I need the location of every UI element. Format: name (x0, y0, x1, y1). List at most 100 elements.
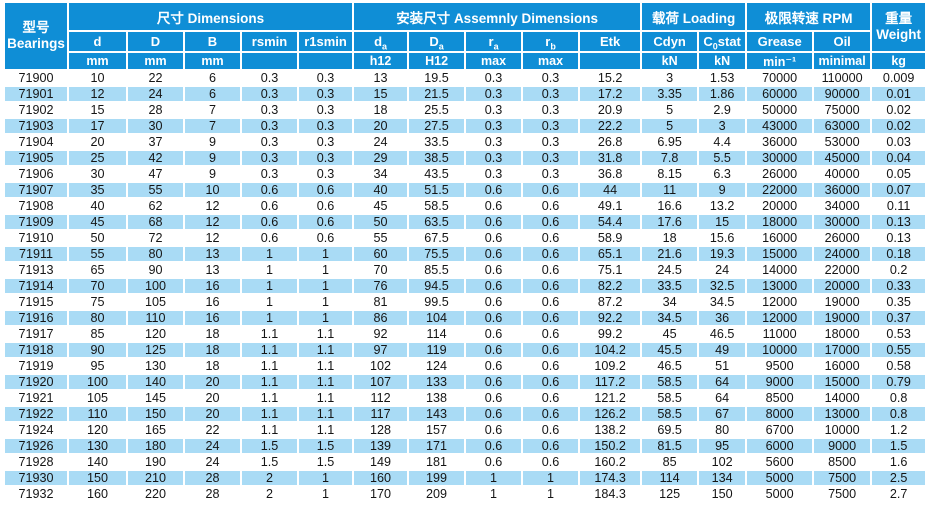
value-cell: 1 (299, 311, 353, 325)
value-cell: 160.2 (580, 455, 641, 469)
value-cell: 45 (642, 327, 698, 341)
value-cell: 0.3 (299, 151, 353, 165)
table-body: 71900 10 22 6 0.3 0.3 13 19.5 0.3 0.3 15.2 3 1.53 700… (5, 71, 926, 501)
table-row: 71918 90 125 18 1.1 1.1 97 119 0.6 0.6 104.2 45.5 49… (5, 343, 926, 357)
value-cell: 65 (69, 263, 126, 277)
value-cell: 58.9 (580, 231, 641, 245)
table-row: 71900 10 22 6 0.3 0.3 13 19.5 0.3 0.3 15.2 3 1.53 700… (5, 71, 926, 85)
value-cell: 13.2 (699, 199, 746, 213)
value-cell: 21.6 (642, 247, 698, 261)
value-cell: 3 (642, 71, 698, 85)
value-cell: 180 (128, 439, 183, 453)
value-cell: 36000 (747, 135, 813, 149)
value-cell: 50 (69, 231, 126, 245)
table-row: 71919 95 130 18 1.1 1.1 102 124 0.6 0.6 109.2 46.5 5… (5, 359, 926, 373)
value-cell: 29 (354, 151, 408, 165)
value-cell: 8500 (814, 455, 871, 469)
value-cell: 0.6 (523, 295, 579, 309)
value-cell: 0.3 (466, 103, 522, 117)
value-cell: 0.6 (466, 423, 522, 437)
value-cell: 0.79 (872, 375, 926, 389)
value-cell: 63000 (814, 119, 871, 133)
value-cell: 92.2 (580, 311, 641, 325)
value-cell: 47 (128, 167, 183, 181)
table-row: 71902 15 28 7 0.3 0.3 18 25.5 0.3 0.3 20.9 5 2.9 5000… (5, 103, 926, 117)
value-cell: 2.7 (872, 487, 926, 501)
value-cell: 1.1 (299, 327, 353, 341)
value-cell: 0.6 (523, 327, 579, 341)
unit-oil: minimal (814, 53, 871, 69)
value-cell: 0.3 (523, 151, 579, 165)
value-cell: 0.33 (872, 279, 926, 293)
value-cell: 0.2 (872, 263, 926, 277)
bearing-id-cell: 71914 (5, 279, 67, 293)
value-cell: 0.3 (299, 135, 353, 149)
group-loading: 载荷 Loading (642, 3, 746, 30)
table-row: 71930 150 210 28 2 1 160 199 1 1 174.3 114 134 5000 75… (5, 471, 926, 485)
value-cell: 24 (128, 87, 183, 101)
value-cell: 0.3 (299, 71, 353, 85)
value-cell: 1.2 (872, 423, 926, 437)
unit-da: H12 (409, 53, 465, 69)
value-cell: 14000 (747, 263, 813, 277)
value-cell: 44 (580, 183, 641, 197)
value-cell: 8000 (747, 407, 813, 421)
value-cell: 0.6 (299, 231, 353, 245)
value-cell: 8500 (747, 391, 813, 405)
value-cell: 5.5 (699, 151, 746, 165)
value-cell: 31.8 (580, 151, 641, 165)
value-cell: 139 (354, 439, 408, 453)
value-cell: 0.55 (872, 343, 926, 357)
value-cell: 102 (699, 455, 746, 469)
value-cell: 104 (409, 311, 465, 325)
value-cell: 12 (69, 87, 126, 101)
value-cell: 105 (128, 295, 183, 309)
value-cell: 1.5 (299, 455, 353, 469)
table-row: 71905 25 42 9 0.3 0.3 29 38.5 0.3 0.3 31.8 7.8 5.5 30… (5, 151, 926, 165)
value-cell: 62 (128, 199, 183, 213)
value-cell: 0.3 (523, 87, 579, 101)
value-cell: 120 (69, 423, 126, 437)
value-cell: 30000 (747, 151, 813, 165)
value-cell: 1 (242, 295, 297, 309)
bearing-id-cell: 71917 (5, 327, 67, 341)
value-cell: 45 (354, 199, 408, 213)
value-cell: 0.11 (872, 199, 926, 213)
value-cell: 149 (354, 455, 408, 469)
bearing-id-cell: 71921 (5, 391, 67, 405)
value-cell: 1.53 (699, 71, 746, 85)
value-cell: 140 (69, 455, 126, 469)
value-cell: 64 (699, 391, 746, 405)
bearing-id-cell: 71905 (5, 151, 67, 165)
value-cell: 22000 (747, 183, 813, 197)
value-cell: 125 (642, 487, 698, 501)
value-cell: 199 (409, 471, 465, 485)
value-cell: 157 (409, 423, 465, 437)
bearing-spec-page: 型号 Bearings 尺寸 Dimensions 安装尺寸 Assemnly … (0, 1, 930, 503)
value-cell: 10 (69, 71, 126, 85)
value-cell: 170 (354, 487, 408, 501)
value-cell: 0.6 (466, 247, 522, 261)
value-cell: 22.2 (580, 119, 641, 133)
bearings-header-en: Bearings (7, 36, 65, 51)
value-cell: 0.6 (242, 215, 297, 229)
value-cell: 1.6 (872, 455, 926, 469)
value-cell: 6 (185, 71, 240, 85)
table-row: 71901 12 24 6 0.3 0.3 15 21.5 0.3 0.3 17.2 3.35 1.86… (5, 87, 926, 101)
value-cell: 0.6 (242, 199, 297, 213)
value-cell: 35 (69, 183, 126, 197)
value-cell: 0.35 (872, 295, 926, 309)
value-cell: 105 (69, 391, 126, 405)
value-cell: 0.6 (466, 311, 522, 325)
value-cell: 143 (409, 407, 465, 421)
value-cell: 0.6 (523, 311, 579, 325)
value-cell: 110 (69, 407, 126, 421)
value-cell: 210 (128, 471, 183, 485)
unit-ra: max (466, 53, 522, 69)
value-cell: 9000 (747, 375, 813, 389)
value-cell: 110000 (814, 71, 871, 85)
bearing-id-cell: 71919 (5, 359, 67, 373)
group-header-row: 型号 Bearings 尺寸 Dimensions 安装尺寸 Assemnly … (5, 3, 926, 69)
value-cell: 0.6 (466, 295, 522, 309)
value-cell: 99.5 (409, 295, 465, 309)
